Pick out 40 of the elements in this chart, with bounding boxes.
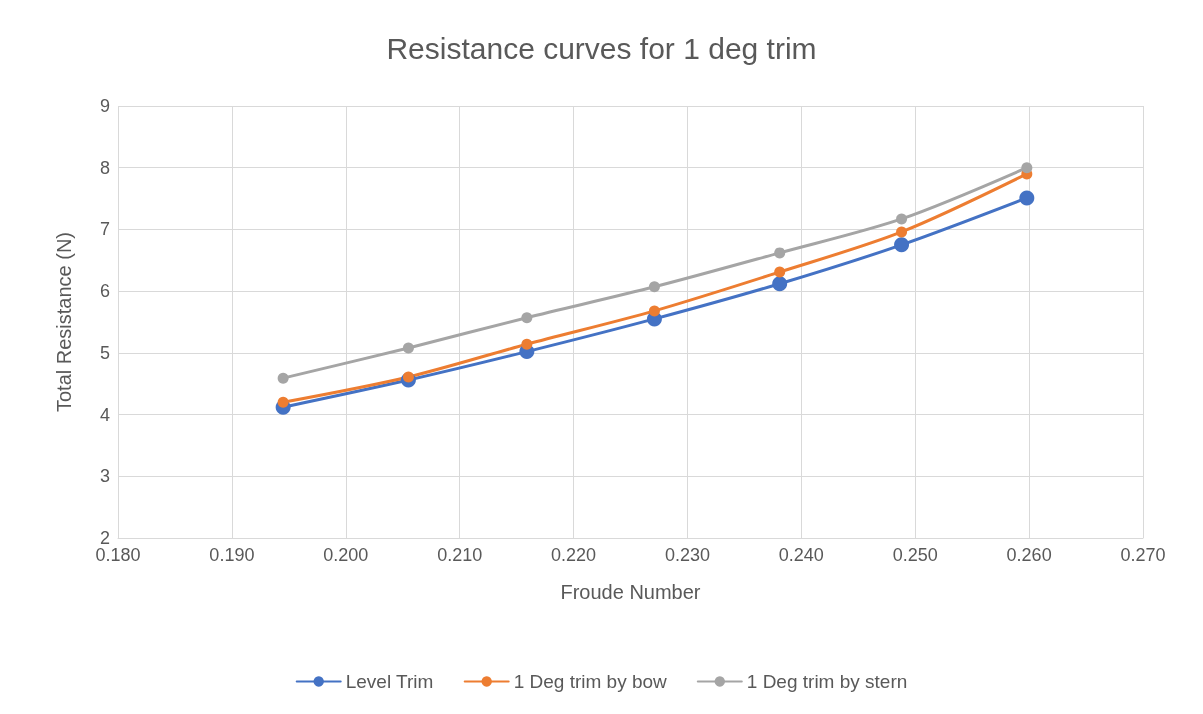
y-tick-label: 8 — [99, 157, 110, 178]
x-tick-label: 0.270 — [1120, 545, 1166, 565]
x-tick-label: 0.250 — [892, 545, 938, 565]
point — [772, 276, 788, 292]
point — [1019, 190, 1035, 206]
y-tick-label: 6 — [99, 281, 110, 302]
legend-label: 1 Deg trim by bow — [513, 671, 668, 692]
point — [648, 305, 660, 317]
point — [648, 281, 660, 293]
legend-label: Level Trim — [345, 671, 434, 692]
x-tick-label: 0.180 — [95, 545, 141, 565]
x-tick-label: 0.240 — [778, 545, 824, 565]
x-tick-label: 0.230 — [664, 545, 710, 565]
chart-title: Resistance curves for 1 deg trim — [386, 31, 817, 65]
y-tick-label: 2 — [99, 528, 110, 548]
point — [521, 312, 533, 324]
y-tick-label: 7 — [99, 219, 110, 240]
y-tick-label: 5 — [99, 342, 110, 363]
y-tick-label: 9 — [99, 96, 110, 116]
point — [894, 237, 910, 253]
x-tick-label: 0.200 — [323, 545, 369, 565]
point — [896, 226, 908, 238]
point — [896, 213, 908, 225]
point — [402, 371, 414, 383]
y-tick-label: 3 — [99, 466, 110, 487]
point — [277, 372, 289, 384]
legend-label: 1 Deg trim by stern — [746, 671, 908, 692]
x-axis-title: Froude Number — [560, 581, 701, 603]
x-tick-label: 0.210 — [437, 545, 483, 565]
point — [277, 396, 289, 408]
point — [774, 247, 786, 259]
x-tick-label: 0.260 — [1006, 545, 1052, 565]
y-axis-title: Total Resistance (N) — [53, 231, 75, 413]
x-tick-label: 0.220 — [551, 545, 597, 565]
point — [1021, 162, 1033, 174]
x-tick-label: 0.190 — [209, 545, 255, 565]
point — [774, 266, 786, 278]
point — [521, 338, 533, 350]
y-tick-label: 4 — [99, 404, 110, 425]
point — [402, 342, 414, 354]
